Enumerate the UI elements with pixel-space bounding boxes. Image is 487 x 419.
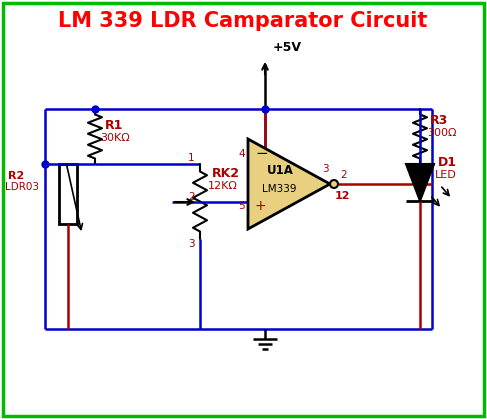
FancyBboxPatch shape: [3, 3, 484, 416]
Text: D1: D1: [438, 156, 457, 169]
Text: 300Ω: 300Ω: [427, 128, 456, 138]
Text: 5: 5: [238, 201, 244, 211]
Text: LM 339 LDR Camparator Circuit: LM 339 LDR Camparator Circuit: [58, 11, 428, 31]
Text: 1: 1: [188, 153, 195, 163]
Text: LM339: LM339: [262, 184, 297, 194]
Text: −: −: [255, 147, 268, 161]
Text: LED: LED: [435, 170, 457, 180]
Text: 12: 12: [335, 191, 351, 201]
Circle shape: [330, 180, 338, 188]
Text: 2: 2: [188, 192, 195, 202]
Text: U1A: U1A: [267, 164, 294, 177]
Text: R1: R1: [105, 119, 123, 132]
Text: 12KΩ: 12KΩ: [208, 181, 238, 191]
Text: 4: 4: [238, 149, 244, 159]
Text: 2: 2: [340, 170, 347, 180]
Text: +: +: [255, 199, 266, 213]
Text: 3: 3: [188, 239, 195, 249]
Text: LDR03: LDR03: [5, 182, 39, 192]
Bar: [59, 164, 77, 224]
Text: R2: R2: [8, 171, 24, 181]
Text: R3: R3: [430, 114, 448, 127]
Text: RK2: RK2: [212, 167, 240, 180]
Text: +5V: +5V: [273, 41, 302, 54]
Polygon shape: [406, 164, 434, 201]
Text: 3: 3: [322, 164, 329, 174]
Text: 30KΩ: 30KΩ: [100, 133, 130, 143]
Polygon shape: [248, 139, 330, 229]
